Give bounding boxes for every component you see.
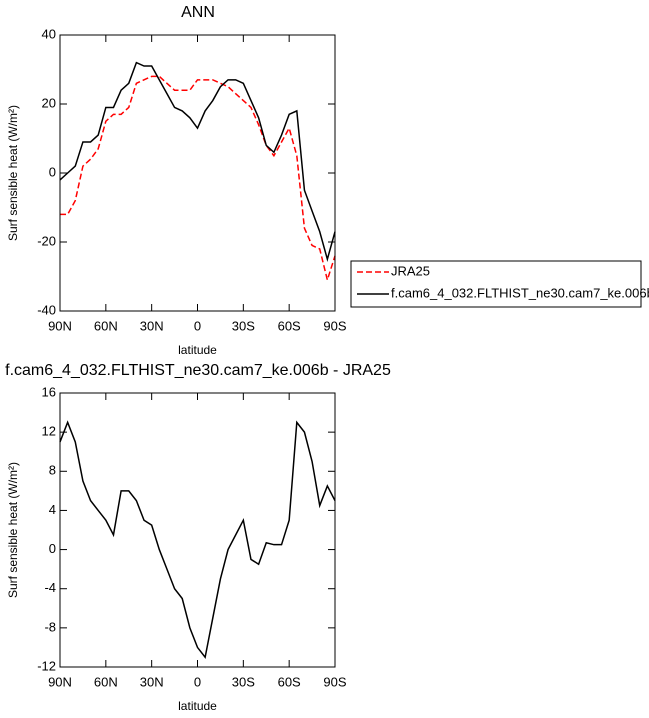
- chart-title: ANN: [181, 4, 215, 21]
- legend-label: JRA25: [391, 263, 430, 278]
- y-tick-label: 40: [42, 26, 56, 41]
- y-tick-label: 20: [42, 95, 56, 110]
- x-axis-label: latitude: [178, 343, 217, 357]
- x-tick-label: 0: [194, 318, 201, 333]
- y-tick-label: 0: [49, 541, 56, 556]
- legend-box: [350, 260, 642, 308]
- y-tick-label: 12: [42, 424, 56, 439]
- x-tick-label: 30S: [232, 318, 255, 333]
- x-tick-label: 60S: [278, 318, 301, 333]
- y-tick-label: -20: [37, 233, 56, 248]
- y-tick-label: 16: [42, 384, 56, 399]
- x-tick-label: 30N: [140, 318, 164, 333]
- x-axis-label: latitude: [178, 699, 217, 713]
- series-line: [59, 61, 336, 263]
- x-tick-label: 30N: [140, 674, 164, 689]
- y-tick-label: -40: [37, 302, 56, 317]
- series-line: [60, 75, 336, 283]
- y-tick-label: 4: [49, 502, 56, 517]
- y-tick-label: -8: [44, 619, 56, 634]
- y-tick-label: 0: [49, 164, 56, 179]
- x-tick-label: 90N: [48, 674, 72, 689]
- plot-frame: [59, 392, 336, 668]
- y-tick-label: -4: [44, 580, 56, 595]
- x-tick-label: 60N: [94, 674, 118, 689]
- x-tick-label: 90S: [323, 674, 346, 689]
- x-tick-label: 60N: [94, 318, 118, 333]
- x-tick-label: 90N: [48, 318, 72, 333]
- chart-title: f.cam6_4_032.FLTHIST_ne30.cam7_ke.006b -…: [5, 362, 391, 379]
- x-tick-label: 30S: [232, 674, 255, 689]
- x-tick-label: 60S: [278, 674, 301, 689]
- series-line: [59, 420, 336, 659]
- x-tick-label: 0: [194, 674, 201, 689]
- y-tick-label: -12: [37, 658, 56, 673]
- x-tick-label: 90S: [323, 318, 346, 333]
- legend-label: f.cam6_4_032.FLTHIST_ne30.cam7_ke.006b: [391, 285, 649, 300]
- y-axis-label: Surf sensible heat (W/m²): [6, 105, 20, 241]
- plot-frame: [59, 34, 336, 312]
- y-axis-label: Surf sensible heat (W/m²): [6, 462, 20, 598]
- y-tick-label: 8: [49, 463, 56, 478]
